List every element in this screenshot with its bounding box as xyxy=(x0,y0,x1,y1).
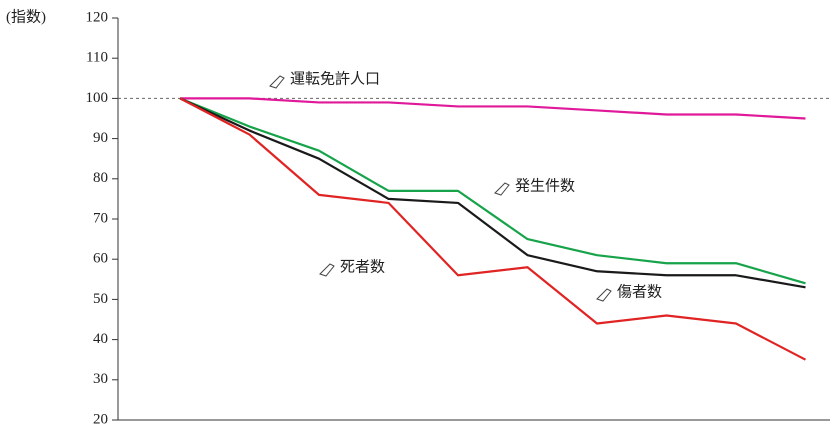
series-label: 傷者数 xyxy=(617,283,662,300)
y-tick-label: 110 xyxy=(86,50,108,66)
series-label: 発生件数 xyxy=(515,177,575,194)
pointer-icon xyxy=(494,182,510,196)
pointer-icon xyxy=(269,75,285,89)
y-tick-label: 70 xyxy=(93,210,108,226)
y-tick-label: 120 xyxy=(86,9,109,25)
y-tick-label: 40 xyxy=(93,331,108,347)
y-tick-label: 50 xyxy=(93,291,108,307)
y-tick-label: 90 xyxy=(93,130,108,146)
series-label: 運転免許人口 xyxy=(290,70,380,87)
series-line xyxy=(179,97,807,361)
y-tick-label: 100 xyxy=(86,90,109,106)
y-tick-label: 60 xyxy=(93,251,108,267)
y-axis-label: (指数) xyxy=(6,8,46,25)
series-line xyxy=(179,97,806,285)
pointer-icon xyxy=(596,288,612,302)
series-line xyxy=(180,97,806,120)
y-tick-label: 20 xyxy=(93,411,108,426)
pointer-icon xyxy=(319,263,335,277)
y-tick-label: 80 xyxy=(93,170,108,186)
y-tick-label: 30 xyxy=(93,371,108,387)
series-label: 死者数 xyxy=(340,258,385,275)
series-line xyxy=(179,97,806,289)
